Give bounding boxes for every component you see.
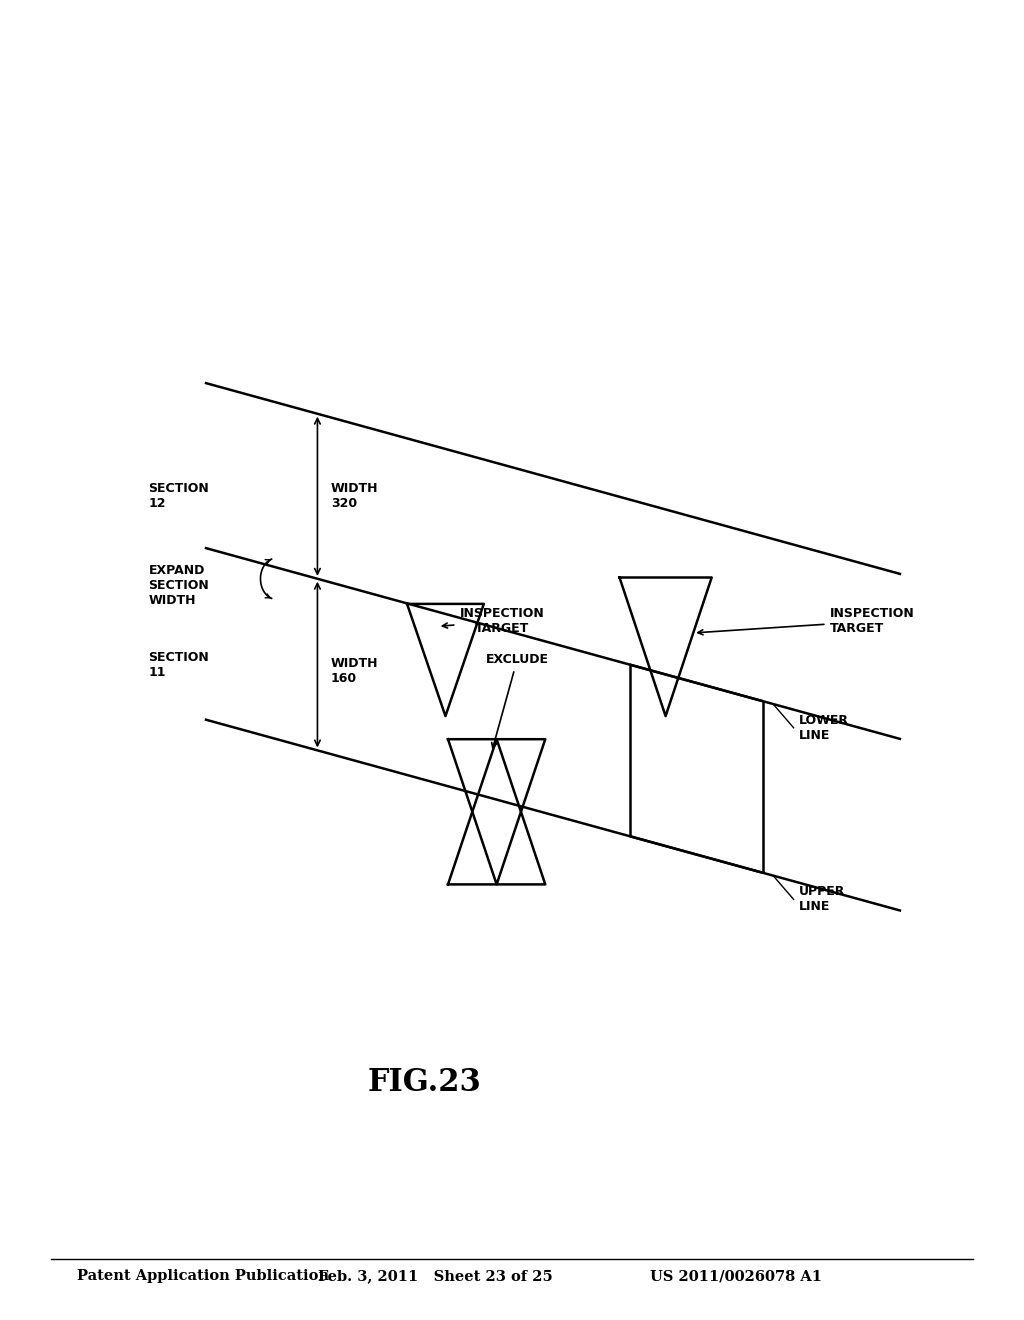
Text: INSPECTION
TARGET: INSPECTION TARGET <box>442 607 544 635</box>
Text: SECTION
11: SECTION 11 <box>148 651 209 678</box>
Text: FIG.23: FIG.23 <box>368 1067 482 1098</box>
Text: SECTION
12: SECTION 12 <box>148 482 209 511</box>
Text: Feb. 3, 2011   Sheet 23 of 25: Feb. 3, 2011 Sheet 23 of 25 <box>317 1270 553 1283</box>
Text: EXCLUDE: EXCLUDE <box>485 653 549 748</box>
Text: INSPECTION
TARGET: INSPECTION TARGET <box>698 607 914 635</box>
Text: LOWER
LINE: LOWER LINE <box>799 714 849 742</box>
Text: EXPAND
SECTION
WIDTH: EXPAND SECTION WIDTH <box>148 564 209 607</box>
Text: US 2011/0026078 A1: US 2011/0026078 A1 <box>650 1270 822 1283</box>
Text: WIDTH
320: WIDTH 320 <box>331 482 378 511</box>
Text: Patent Application Publication: Patent Application Publication <box>77 1270 329 1283</box>
Text: WIDTH
160: WIDTH 160 <box>331 657 378 685</box>
Text: UPPER
LINE: UPPER LINE <box>799 886 845 913</box>
